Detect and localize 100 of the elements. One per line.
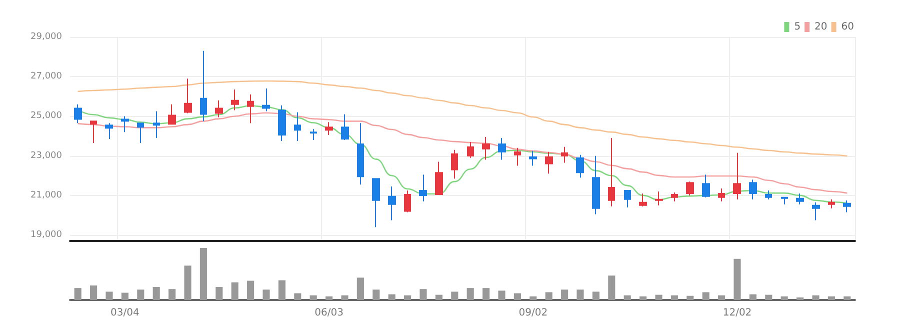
candlestick bbox=[733, 152, 741, 200]
legend-label: 5 bbox=[794, 22, 801, 32]
bar bbox=[796, 297, 804, 300]
candlestick bbox=[137, 122, 144, 144]
candlestick bbox=[529, 150, 537, 166]
bar bbox=[812, 295, 820, 300]
candlestick bbox=[608, 138, 615, 207]
candlestick bbox=[278, 104, 286, 142]
bar bbox=[74, 288, 82, 300]
bar bbox=[121, 292, 128, 300]
candlestick bbox=[796, 192, 804, 205]
bar bbox=[294, 293, 302, 300]
bar bbox=[498, 290, 506, 300]
candlestick bbox=[372, 178, 380, 228]
x-tick-label: 09/02 bbox=[518, 308, 548, 318]
bar bbox=[545, 292, 552, 300]
bar bbox=[640, 296, 647, 300]
bar bbox=[749, 294, 756, 300]
candlestick bbox=[388, 186, 396, 221]
candlestick bbox=[624, 190, 631, 208]
bar bbox=[718, 295, 726, 300]
candlestick bbox=[90, 120, 97, 144]
candlestick bbox=[168, 104, 176, 125]
bar bbox=[200, 248, 207, 300]
candlestick bbox=[514, 147, 521, 166]
candlestick bbox=[310, 128, 317, 140]
bar bbox=[530, 296, 537, 300]
candlestick bbox=[639, 192, 647, 207]
bar bbox=[152, 287, 160, 300]
candlestick bbox=[121, 116, 129, 133]
candlestick bbox=[357, 122, 364, 186]
bar bbox=[404, 295, 412, 300]
candlestick bbox=[467, 141, 474, 158]
candlestick bbox=[781, 196, 788, 205]
bar bbox=[624, 295, 631, 300]
candlestick bbox=[435, 161, 443, 195]
y-tick-label: 23,000 bbox=[30, 150, 62, 161]
bar bbox=[356, 278, 364, 300]
bar bbox=[702, 292, 710, 300]
bar bbox=[247, 280, 254, 300]
candlestick bbox=[592, 155, 600, 215]
y-tick-label: 21,000 bbox=[30, 190, 62, 200]
bar bbox=[341, 295, 348, 300]
bar bbox=[184, 266, 192, 300]
bar bbox=[216, 287, 223, 300]
bar bbox=[576, 290, 584, 300]
legend-label: 20 bbox=[814, 22, 828, 32]
bar bbox=[262, 290, 270, 300]
candlestick bbox=[325, 122, 333, 136]
x-tick-label: 06/03 bbox=[314, 308, 344, 318]
candlestick bbox=[294, 112, 301, 142]
candlestick bbox=[655, 190, 663, 206]
candlestick bbox=[184, 78, 192, 114]
candlestick bbox=[576, 154, 584, 178]
bar bbox=[514, 293, 521, 300]
bar bbox=[655, 294, 662, 300]
bar bbox=[90, 285, 98, 300]
candlestick bbox=[105, 122, 113, 140]
x-tick-label: 12/02 bbox=[722, 308, 752, 318]
candlestick bbox=[451, 149, 458, 180]
candlestick bbox=[843, 200, 851, 213]
bar bbox=[670, 295, 678, 300]
candlestick bbox=[545, 151, 553, 174]
candlestick bbox=[153, 110, 160, 139]
candlestick bbox=[215, 100, 223, 118]
candlestick bbox=[765, 190, 772, 200]
bar bbox=[326, 296, 333, 300]
bar bbox=[435, 294, 442, 300]
bar bbox=[482, 288, 490, 300]
bar bbox=[686, 296, 694, 300]
candlestick bbox=[262, 88, 270, 112]
bar bbox=[137, 290, 144, 300]
candlestick bbox=[561, 146, 568, 164]
bar bbox=[844, 296, 851, 300]
candlestick bbox=[341, 114, 349, 140]
y-tick-label: 27,000 bbox=[30, 72, 62, 82]
candlestick bbox=[828, 198, 835, 209]
bar bbox=[592, 292, 600, 300]
bar bbox=[388, 294, 396, 300]
candlestick bbox=[718, 188, 725, 202]
candlestick bbox=[498, 138, 506, 160]
y-tick-label: 29,000 bbox=[30, 32, 62, 42]
candlestick bbox=[200, 50, 207, 122]
line-series bbox=[77, 112, 848, 194]
candlestick bbox=[419, 174, 427, 202]
bar bbox=[372, 290, 380, 300]
bar bbox=[310, 295, 317, 300]
candlestick bbox=[247, 94, 254, 124]
y-tick-label: 25,000 bbox=[30, 111, 62, 122]
bar bbox=[780, 296, 788, 300]
bar bbox=[765, 294, 772, 300]
candlestick bbox=[404, 190, 411, 213]
candlestick bbox=[74, 104, 82, 124]
bar bbox=[278, 280, 286, 300]
candlestick bbox=[231, 88, 239, 111]
candlestick bbox=[482, 136, 490, 160]
bar bbox=[168, 289, 176, 300]
bar bbox=[231, 282, 238, 300]
bar bbox=[608, 276, 616, 300]
line-series bbox=[77, 80, 848, 157]
